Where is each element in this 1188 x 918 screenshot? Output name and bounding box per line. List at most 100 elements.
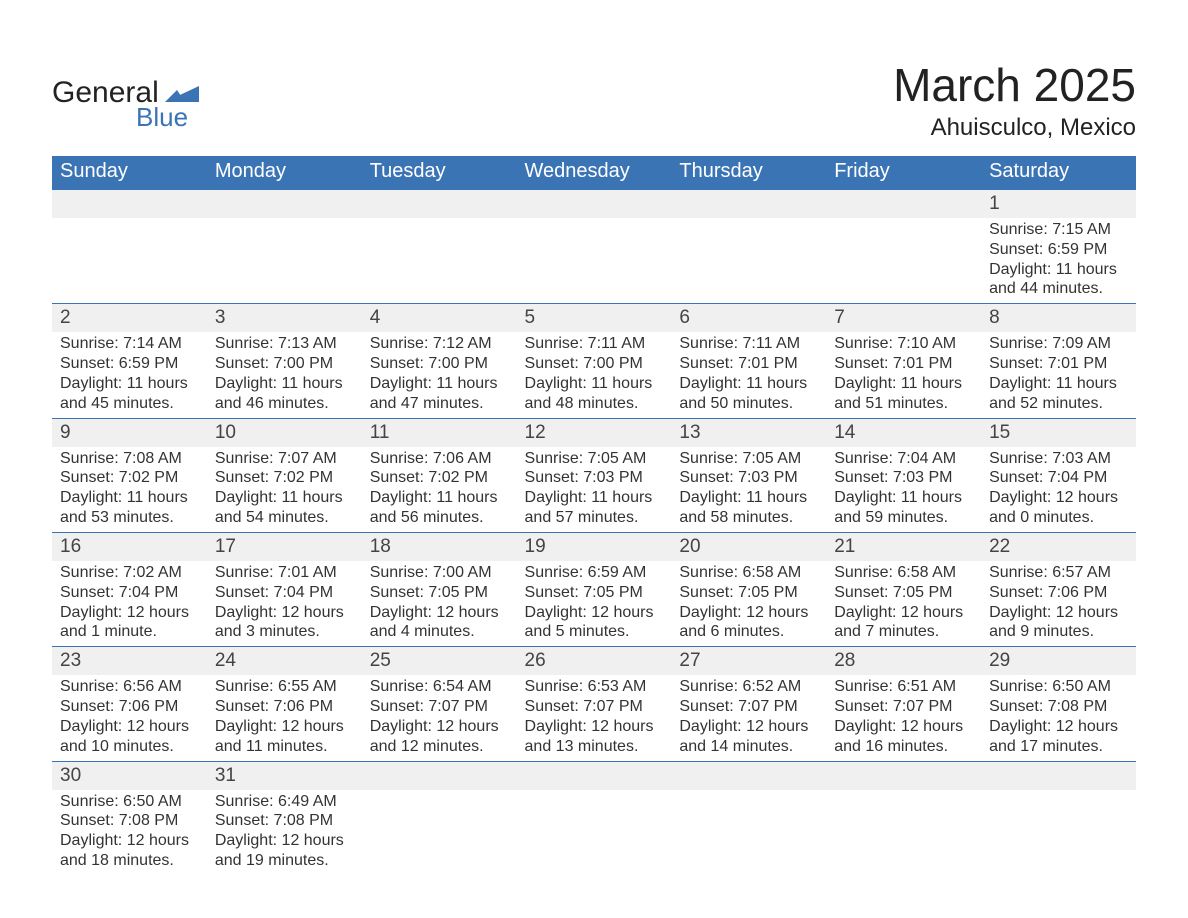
day-day2: and 48 minutes. <box>525 394 664 414</box>
calendar-day-cell: 17Sunrise: 7:01 AMSunset: 7:04 PMDayligh… <box>207 532 362 646</box>
calendar-empty-cell <box>362 761 517 875</box>
calendar-empty-cell <box>826 190 981 304</box>
day-details <box>362 790 517 854</box>
day-sunset: Sunset: 7:01 PM <box>679 354 818 374</box>
day-number: 31 <box>207 762 362 790</box>
day-number: 17 <box>207 533 362 561</box>
day-day1: Daylight: 11 hours <box>60 374 199 394</box>
day-details <box>826 790 981 854</box>
day-details: Sunrise: 7:02 AMSunset: 7:04 PMDaylight:… <box>52 561 207 646</box>
day-day2: and 44 minutes. <box>989 279 1128 299</box>
day-number: 24 <box>207 647 362 675</box>
day-details <box>207 218 362 282</box>
day-number: 2 <box>52 304 207 332</box>
day-details: Sunrise: 7:11 AMSunset: 7:01 PMDaylight:… <box>671 332 826 417</box>
calendar-table: SundayMondayTuesdayWednesdayThursdayFrid… <box>52 156 1136 875</box>
day-sunrise: Sunrise: 7:01 AM <box>215 563 354 583</box>
calendar-week: 23Sunrise: 6:56 AMSunset: 7:06 PMDayligh… <box>52 647 1136 761</box>
day-number: 28 <box>826 647 981 675</box>
day-number: 9 <box>52 419 207 447</box>
day-sunset: Sunset: 7:07 PM <box>525 697 664 717</box>
day-number <box>517 762 672 790</box>
calendar-day-cell: 16Sunrise: 7:02 AMSunset: 7:04 PMDayligh… <box>52 532 207 646</box>
day-details <box>362 218 517 282</box>
day-details <box>517 790 672 854</box>
calendar-day-cell: 10Sunrise: 7:07 AMSunset: 7:02 PMDayligh… <box>207 418 362 532</box>
day-day1: Daylight: 11 hours <box>525 374 664 394</box>
column-header: Wednesday <box>517 156 672 190</box>
day-day2: and 1 minute. <box>60 622 199 642</box>
day-sunrise: Sunrise: 6:56 AM <box>60 677 199 697</box>
day-day1: Daylight: 11 hours <box>370 488 509 508</box>
day-sunrise: Sunrise: 7:14 AM <box>60 334 199 354</box>
calendar-day-cell: 20Sunrise: 6:58 AMSunset: 7:05 PMDayligh… <box>671 532 826 646</box>
day-day1: Daylight: 12 hours <box>525 603 664 623</box>
column-header: Sunday <box>52 156 207 190</box>
day-details: Sunrise: 7:05 AMSunset: 7:03 PMDaylight:… <box>517 447 672 532</box>
day-sunrise: Sunrise: 7:05 AM <box>679 449 818 469</box>
day-details <box>517 218 672 282</box>
day-number <box>517 190 672 218</box>
column-header: Saturday <box>981 156 1136 190</box>
day-sunrise: Sunrise: 7:06 AM <box>370 449 509 469</box>
day-details: Sunrise: 7:09 AMSunset: 7:01 PMDaylight:… <box>981 332 1136 417</box>
day-day1: Daylight: 12 hours <box>370 603 509 623</box>
day-details: Sunrise: 7:10 AMSunset: 7:01 PMDaylight:… <box>826 332 981 417</box>
day-sunset: Sunset: 7:06 PM <box>989 583 1128 603</box>
day-sunset: Sunset: 7:00 PM <box>215 354 354 374</box>
day-sunrise: Sunrise: 7:12 AM <box>370 334 509 354</box>
day-sunset: Sunset: 7:03 PM <box>525 468 664 488</box>
calendar-day-cell: 23Sunrise: 6:56 AMSunset: 7:06 PMDayligh… <box>52 647 207 761</box>
day-sunrise: Sunrise: 7:05 AM <box>525 449 664 469</box>
day-sunrise: Sunrise: 7:02 AM <box>60 563 199 583</box>
day-number: 4 <box>362 304 517 332</box>
calendar-day-cell: 28Sunrise: 6:51 AMSunset: 7:07 PMDayligh… <box>826 647 981 761</box>
day-day2: and 18 minutes. <box>60 851 199 871</box>
day-day2: and 17 minutes. <box>989 737 1128 757</box>
day-day2: and 47 minutes. <box>370 394 509 414</box>
day-details: Sunrise: 7:05 AMSunset: 7:03 PMDaylight:… <box>671 447 826 532</box>
day-sunrise: Sunrise: 7:09 AM <box>989 334 1128 354</box>
calendar-week: 30Sunrise: 6:50 AMSunset: 7:08 PMDayligh… <box>52 761 1136 875</box>
day-details: Sunrise: 6:54 AMSunset: 7:07 PMDaylight:… <box>362 675 517 760</box>
day-day1: Daylight: 11 hours <box>834 374 973 394</box>
day-day1: Daylight: 12 hours <box>989 488 1128 508</box>
day-day2: and 51 minutes. <box>834 394 973 414</box>
column-header: Monday <box>207 156 362 190</box>
day-number: 3 <box>207 304 362 332</box>
day-day1: Daylight: 12 hours <box>679 603 818 623</box>
calendar-week: 9Sunrise: 7:08 AMSunset: 7:02 PMDaylight… <box>52 418 1136 532</box>
day-details: Sunrise: 6:55 AMSunset: 7:06 PMDaylight:… <box>207 675 362 760</box>
calendar-day-cell: 3Sunrise: 7:13 AMSunset: 7:00 PMDaylight… <box>207 304 362 418</box>
calendar-day-cell: 29Sunrise: 6:50 AMSunset: 7:08 PMDayligh… <box>981 647 1136 761</box>
day-details: Sunrise: 6:53 AMSunset: 7:07 PMDaylight:… <box>517 675 672 760</box>
day-sunrise: Sunrise: 6:58 AM <box>834 563 973 583</box>
day-details: Sunrise: 7:13 AMSunset: 7:00 PMDaylight:… <box>207 332 362 417</box>
day-number: 14 <box>826 419 981 447</box>
day-day2: and 58 minutes. <box>679 508 818 528</box>
day-details: Sunrise: 6:56 AMSunset: 7:06 PMDaylight:… <box>52 675 207 760</box>
day-details: Sunrise: 6:50 AMSunset: 7:08 PMDaylight:… <box>981 675 1136 760</box>
calendar-empty-cell <box>671 190 826 304</box>
day-sunset: Sunset: 7:05 PM <box>679 583 818 603</box>
day-details: Sunrise: 7:03 AMSunset: 7:04 PMDaylight:… <box>981 447 1136 532</box>
day-details: Sunrise: 7:00 AMSunset: 7:05 PMDaylight:… <box>362 561 517 646</box>
day-day1: Daylight: 12 hours <box>679 717 818 737</box>
day-sunset: Sunset: 7:01 PM <box>834 354 973 374</box>
day-day2: and 9 minutes. <box>989 622 1128 642</box>
day-number: 21 <box>826 533 981 561</box>
calendar-empty-cell <box>517 190 672 304</box>
day-sunrise: Sunrise: 7:04 AM <box>834 449 973 469</box>
calendar-day-cell: 19Sunrise: 6:59 AMSunset: 7:05 PMDayligh… <box>517 532 672 646</box>
day-sunrise: Sunrise: 6:53 AM <box>525 677 664 697</box>
day-day1: Daylight: 12 hours <box>215 603 354 623</box>
day-sunset: Sunset: 7:05 PM <box>370 583 509 603</box>
day-sunset: Sunset: 7:06 PM <box>215 697 354 717</box>
day-day1: Daylight: 12 hours <box>834 717 973 737</box>
day-sunrise: Sunrise: 7:13 AM <box>215 334 354 354</box>
day-day2: and 4 minutes. <box>370 622 509 642</box>
calendar-day-cell: 15Sunrise: 7:03 AMSunset: 7:04 PMDayligh… <box>981 418 1136 532</box>
day-details <box>671 218 826 282</box>
day-day2: and 10 minutes. <box>60 737 199 757</box>
day-sunrise: Sunrise: 6:57 AM <box>989 563 1128 583</box>
